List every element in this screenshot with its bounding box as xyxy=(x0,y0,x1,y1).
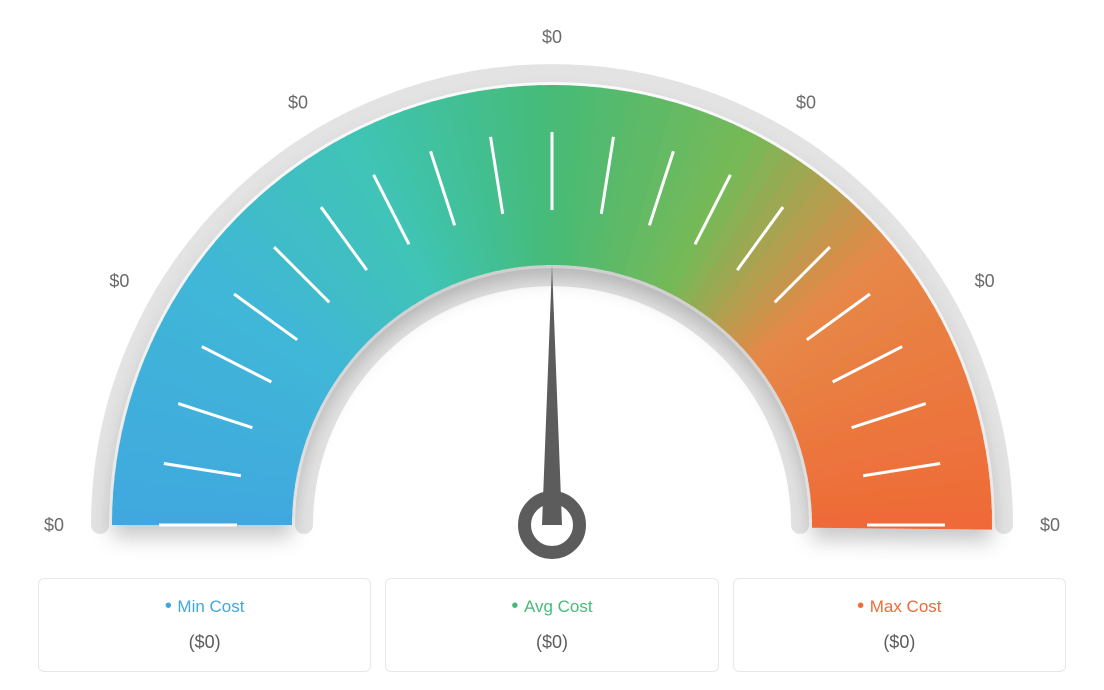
legend-cards: Min Cost ($0) Avg Cost ($0) Max Cost ($0… xyxy=(0,578,1104,672)
min-cost-value: ($0) xyxy=(49,632,360,653)
gauge-chart: $0 $0 $0 $0 $0 $0 $0 xyxy=(0,0,1104,560)
svg-text:$0: $0 xyxy=(542,27,562,47)
gauge-svg: $0 $0 $0 $0 $0 $0 $0 xyxy=(0,0,1104,560)
svg-text:$0: $0 xyxy=(288,92,308,112)
min-cost-card: Min Cost ($0) xyxy=(38,578,371,672)
svg-text:$0: $0 xyxy=(796,92,816,112)
min-cost-label: Min Cost xyxy=(49,595,360,618)
svg-text:$0: $0 xyxy=(1040,515,1060,535)
avg-cost-card: Avg Cost ($0) xyxy=(385,578,718,672)
max-cost-card: Max Cost ($0) xyxy=(733,578,1066,672)
svg-text:$0: $0 xyxy=(109,271,129,291)
avg-cost-value: ($0) xyxy=(396,632,707,653)
svg-text:$0: $0 xyxy=(975,271,995,291)
max-cost-label: Max Cost xyxy=(744,595,1055,618)
svg-text:$0: $0 xyxy=(44,515,64,535)
avg-cost-label: Avg Cost xyxy=(396,595,707,618)
max-cost-value: ($0) xyxy=(744,632,1055,653)
